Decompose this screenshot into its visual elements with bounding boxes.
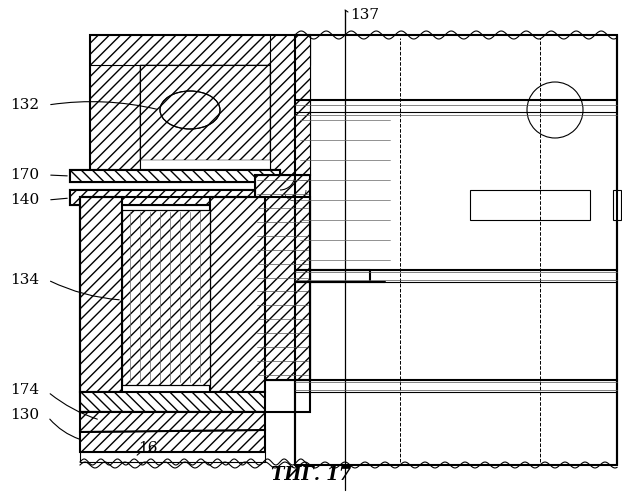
Polygon shape: [70, 190, 280, 205]
Bar: [122, 210, 210, 385]
Bar: [80, 452, 265, 462]
Bar: [70, 170, 280, 182]
Bar: [295, 35, 617, 465]
Bar: [255, 175, 310, 380]
Bar: [140, 65, 270, 175]
Polygon shape: [80, 430, 265, 452]
Bar: [80, 392, 265, 412]
Bar: [140, 65, 270, 160]
Text: 170: 170: [10, 168, 39, 182]
Bar: [70, 190, 280, 205]
Bar: [80, 197, 122, 392]
Bar: [255, 175, 310, 380]
Text: 137: 137: [350, 8, 379, 22]
Text: 130: 130: [10, 408, 39, 422]
Text: 174: 174: [10, 383, 39, 397]
Text: ΤИГ. 17: ΤИГ. 17: [271, 466, 351, 484]
Text: 134: 134: [10, 273, 39, 287]
Bar: [470, 190, 590, 220]
Polygon shape: [90, 35, 310, 175]
Polygon shape: [70, 170, 280, 182]
Bar: [90, 35, 140, 175]
Bar: [270, 35, 310, 175]
Text: 16: 16: [138, 441, 157, 455]
Bar: [122, 210, 210, 385]
Ellipse shape: [160, 91, 220, 129]
Bar: [90, 35, 310, 65]
Text: 132: 132: [10, 98, 39, 112]
Text: 140: 140: [10, 193, 39, 207]
Polygon shape: [80, 412, 265, 445]
Bar: [210, 197, 265, 392]
Bar: [613, 190, 621, 220]
Bar: [80, 197, 310, 412]
